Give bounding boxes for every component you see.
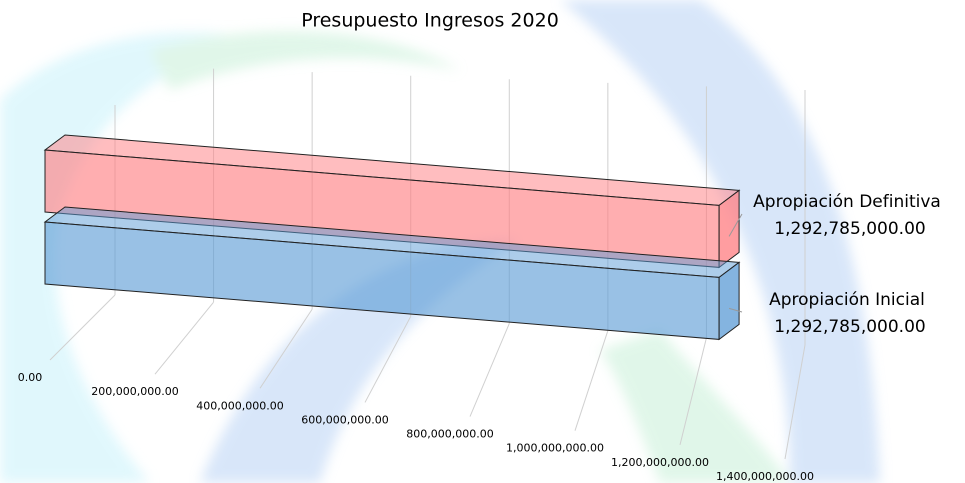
grid-line (469, 323, 510, 417)
grid-line (679, 337, 707, 445)
x-tick-label: 800,000,000.00 (406, 428, 493, 441)
x-tick-label: 1,000,000,000.00 (506, 442, 604, 455)
chart-title: Presupuesto Ingresos 2020 (301, 10, 559, 32)
x-tick-label: 1,200,000,000.00 (611, 456, 709, 469)
x-tick-label: 200,000,000.00 (91, 385, 178, 398)
watermark-shape (150, 31, 460, 90)
grid-line (364, 316, 412, 403)
leader-line (728, 307, 743, 313)
bar-group (43, 134, 741, 269)
watermark-shape (200, 240, 520, 483)
bar-end (718, 261, 740, 341)
data-label-value: 1,292,785,000.00 (774, 219, 925, 239)
grid-line (574, 330, 609, 431)
x-tick-label: 1,400,000,000.00 (716, 470, 814, 483)
grid-line (154, 301, 214, 375)
x-tick-label: 600,000,000.00 (301, 413, 388, 426)
bar-end (718, 189, 740, 269)
bar-group (43, 206, 741, 341)
watermark-shape (560, 0, 880, 483)
grid-line (49, 294, 116, 361)
grid-line (259, 309, 313, 389)
x-tick-label: 0.00 (18, 371, 43, 384)
data-label-name: Apropiación Inicial (769, 290, 925, 310)
leader-line (728, 213, 743, 237)
data-label-value: 1,292,785,000.00 (774, 317, 925, 337)
x-tick-label: 400,000,000.00 (196, 399, 283, 412)
watermark-shape (600, 330, 790, 483)
data-label-name: Apropiación Definitiva (753, 192, 941, 212)
grid-line (784, 344, 806, 460)
